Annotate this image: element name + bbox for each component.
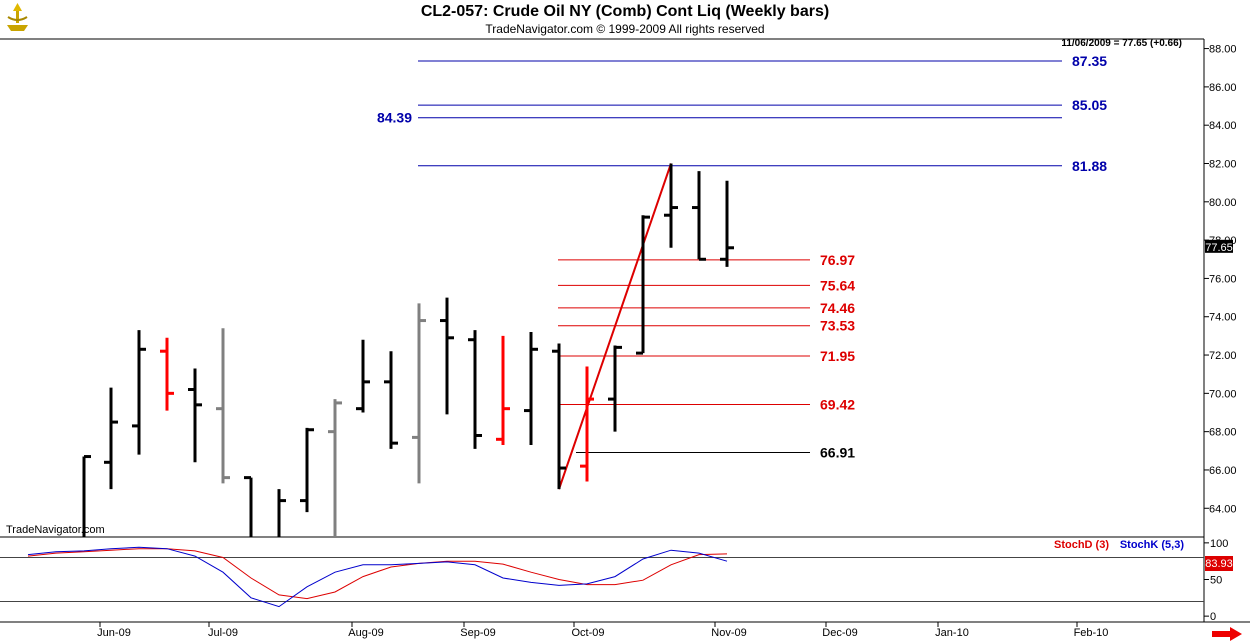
last-quote-label: 11/06/2009 = 77.65 (+0.66) [1061,38,1182,49]
date-tick-label: Nov-09 [711,627,746,639]
price-tick-label: 84.00 [1209,120,1237,132]
ohlc-bar [496,335,510,446]
price-tick-label: 70.00 [1209,388,1237,400]
ohlc-bar [636,215,650,355]
last-price-marker: 77.65 [1205,239,1233,254]
date-tick-label: Dec-09 [822,627,857,639]
blue-level-label: 84.39 [377,110,412,126]
copyright-subtitle: TradeNavigator.com © 1999-2009 All right… [485,22,765,36]
ohlc-bars [82,163,734,537]
trendline [558,163,672,490]
ohlc-bar [277,489,286,537]
blue-level-label: 87.35 [1072,53,1107,69]
ohlc-bar [412,303,426,484]
price-tick-label: 76.00 [1209,273,1237,285]
ohlc-bar [104,387,118,490]
ohlc-bar [356,339,370,413]
fibonacci-levels: 87.35 85.05 84.39 81.88 76.97 75.64 74.46 73.53… [377,53,1107,461]
ohlc-bar [160,337,174,411]
price-tick-label: 72.00 [1209,350,1237,362]
red-level-label: 69.42 [820,396,855,412]
ohlc-bar [664,163,678,248]
red-level-label: 71.95 [820,348,855,364]
ohlc-bar [300,427,314,513]
blue-level-label: 81.88 [1072,158,1107,174]
stoch-tick-label: 50 [1210,575,1222,587]
date-tick-label: Oct-09 [571,627,604,639]
stochastic-axis: 100 50 0 [0,538,1228,623]
ohlc-bar [328,399,342,537]
ohlc-bar [524,332,538,446]
price-axis: 64.0066.0068.0070.0072.0074.0076.0078.00… [1204,44,1237,515]
ohlc-bar [468,330,482,449]
date-tick-label: Feb-10 [1074,627,1109,639]
ohlc-bar [692,171,706,261]
stoch-k-line [27,546,728,608]
price-tick-label: 88.00 [1209,44,1237,56]
ohlc-bar [552,343,566,490]
red-level-label: 76.97 [820,252,855,268]
chart-title: CL2-057: Crude Oil NY (Comb) Cont Liq (W… [420,3,830,20]
last-price-label: 77.65 [1205,242,1233,254]
blue-level-label: 85.05 [1072,97,1107,113]
stoch-last-value: 83.93 [1205,558,1233,570]
price-tick-label: 66.00 [1209,465,1237,477]
scroll-right-arrow-icon[interactable] [1212,627,1242,641]
stoch-d-line [27,548,728,600]
price-tick-label: 82.00 [1209,159,1237,171]
date-tick-label: Aug-09 [348,627,383,639]
trade-navigator-logo-icon [7,3,28,31]
red-level-label: 75.64 [820,277,855,293]
black-level-label: 66.91 [820,445,855,461]
price-panel: 64.0066.0068.0070.0072.0074.0076.0078.00… [0,38,1250,623]
price-tick-label: 86.00 [1209,82,1237,94]
date-tick-label: Jul-09 [208,627,238,639]
watermark: TradeNavigator.com [6,524,105,536]
date-tick-label: Sep-09 [460,627,495,639]
ohlc-bar [580,366,594,482]
stoch-k-legend: StochK (5,3) [1120,539,1185,551]
ohlc-bar [188,368,202,463]
red-level-label: 74.46 [820,300,855,316]
date-axis: Jun-09 Jul-09 Aug-09 Sep-09 Oct-09 Nov-09 Dec-… [97,622,1108,639]
stochastic-panel: 100 50 0 StochD (3) StochK (5,3) 83.93 [0,538,1233,623]
ohlc-bar [384,351,398,449]
ohlc-bar [608,345,622,432]
red-level-label: 73.53 [820,318,855,334]
date-tick-label: Jun-09 [97,627,131,639]
stoch-d-legend: StochD (3) [1054,539,1109,551]
ohlc-bar [132,330,146,455]
price-tick-label: 64.00 [1209,503,1237,515]
price-tick-label: 74.00 [1209,312,1237,324]
ohlc-bar [82,455,91,537]
ohlc-bar [720,180,734,267]
stoch-tick-label: 0 [1210,611,1216,623]
date-tick-label: Jan-10 [935,627,969,639]
ohlc-bar [216,328,230,484]
price-tick-label: 80.00 [1209,197,1237,209]
ohlc-bar [244,476,253,537]
stoch-tick-label: 100 [1210,538,1228,550]
price-tick-label: 68.00 [1209,427,1237,439]
ohlc-bar [440,297,454,415]
